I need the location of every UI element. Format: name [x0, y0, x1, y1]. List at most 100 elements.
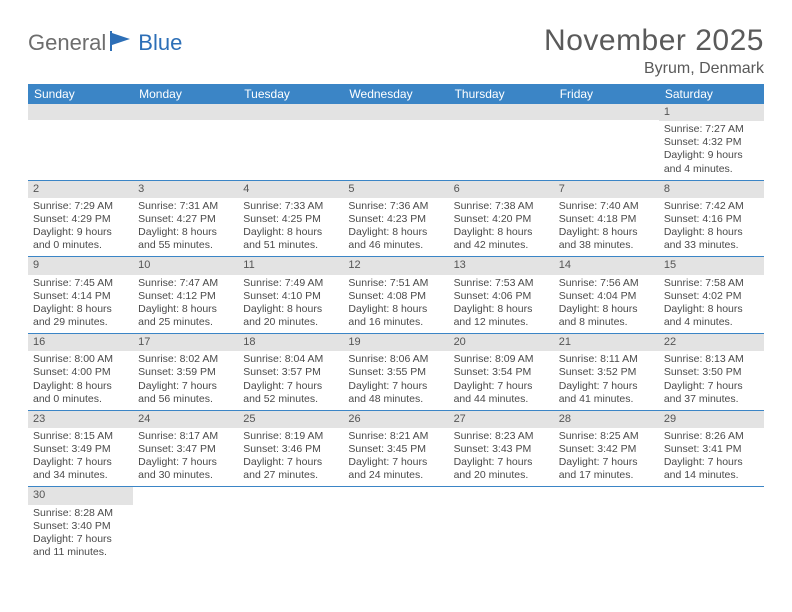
- day-sr: Sunrise: 8:26 AM: [664, 430, 759, 443]
- day-ss: Sunset: 4:32 PM: [664, 136, 759, 149]
- col-wednesday: Wednesday: [343, 84, 448, 104]
- day-d1: Daylight: 7 hours: [559, 456, 654, 469]
- day-details: Sunrise: 8:06 AMSunset: 3:55 PMDaylight:…: [343, 351, 448, 410]
- day-details: Sunrise: 8:11 AMSunset: 3:52 PMDaylight:…: [554, 351, 659, 410]
- day-sr: Sunrise: 7:29 AM: [33, 200, 128, 213]
- day-sr: Sunrise: 7:27 AM: [664, 123, 759, 136]
- day-d1: Daylight: 8 hours: [454, 303, 549, 316]
- calendar-day-cell: 17Sunrise: 8:02 AMSunset: 3:59 PMDayligh…: [133, 334, 238, 411]
- day-sr: Sunrise: 8:19 AM: [243, 430, 338, 443]
- day-details: Sunrise: 8:25 AMSunset: 3:42 PMDaylight:…: [554, 428, 659, 487]
- day-details: Sunrise: 7:58 AMSunset: 4:02 PMDaylight:…: [659, 275, 764, 334]
- day-d1: Daylight: 7 hours: [454, 456, 549, 469]
- day-ss: Sunset: 3:42 PM: [559, 443, 654, 456]
- day-number: 30: [28, 487, 133, 504]
- calendar-day-cell: 3Sunrise: 7:31 AMSunset: 4:27 PMDaylight…: [133, 180, 238, 257]
- day-number: 20: [449, 334, 554, 351]
- day-d2: and 0 minutes.: [33, 239, 128, 252]
- calendar-day-cell: 4Sunrise: 7:33 AMSunset: 4:25 PMDaylight…: [238, 180, 343, 257]
- day-d2: and 29 minutes.: [33, 316, 128, 329]
- day-details: Sunrise: 8:26 AMSunset: 3:41 PMDaylight:…: [659, 428, 764, 487]
- day-ss: Sunset: 4:23 PM: [348, 213, 443, 226]
- day-d1: Daylight: 8 hours: [138, 303, 233, 316]
- day-d2: and 25 minutes.: [138, 316, 233, 329]
- day-sr: Sunrise: 8:04 AM: [243, 353, 338, 366]
- day-details: Sunrise: 8:09 AMSunset: 3:54 PMDaylight:…: [449, 351, 554, 410]
- day-details: Sunrise: 7:45 AMSunset: 4:14 PMDaylight:…: [28, 275, 133, 334]
- day-details: Sunrise: 7:38 AMSunset: 4:20 PMDaylight:…: [449, 198, 554, 257]
- day-d1: Daylight: 8 hours: [348, 226, 443, 239]
- day-details: Sunrise: 8:23 AMSunset: 3:43 PMDaylight:…: [449, 428, 554, 487]
- empty-day-bar: [133, 104, 238, 120]
- calendar-day-cell: 2Sunrise: 7:29 AMSunset: 4:29 PMDaylight…: [28, 180, 133, 257]
- day-d2: and 20 minutes.: [454, 469, 549, 482]
- day-d2: and 8 minutes.: [559, 316, 654, 329]
- day-sr: Sunrise: 8:28 AM: [33, 507, 128, 520]
- day-ss: Sunset: 4:25 PM: [243, 213, 338, 226]
- day-d1: Daylight: 8 hours: [348, 303, 443, 316]
- day-number: 2: [28, 181, 133, 198]
- day-sr: Sunrise: 8:00 AM: [33, 353, 128, 366]
- day-sr: Sunrise: 8:17 AM: [138, 430, 233, 443]
- day-details: Sunrise: 8:00 AMSunset: 4:00 PMDaylight:…: [28, 351, 133, 410]
- day-d2: and 42 minutes.: [454, 239, 549, 252]
- day-d1: Daylight: 7 hours: [138, 456, 233, 469]
- calendar-day-cell: 1Sunrise: 7:27 AMSunset: 4:32 PMDaylight…: [659, 104, 764, 180]
- day-d2: and 51 minutes.: [243, 239, 338, 252]
- day-ss: Sunset: 3:50 PM: [664, 366, 759, 379]
- day-sr: Sunrise: 7:56 AM: [559, 277, 654, 290]
- day-d2: and 55 minutes.: [138, 239, 233, 252]
- day-ss: Sunset: 3:49 PM: [33, 443, 128, 456]
- day-details: Sunrise: 8:02 AMSunset: 3:59 PMDaylight:…: [133, 351, 238, 410]
- day-d1: Daylight: 8 hours: [138, 226, 233, 239]
- calendar-week-row: 1Sunrise: 7:27 AMSunset: 4:32 PMDaylight…: [28, 104, 764, 180]
- day-number: 16: [28, 334, 133, 351]
- day-sr: Sunrise: 8:21 AM: [348, 430, 443, 443]
- day-sr: Sunrise: 7:42 AM: [664, 200, 759, 213]
- day-details: Sunrise: 7:51 AMSunset: 4:08 PMDaylight:…: [343, 275, 448, 334]
- day-d1: Daylight: 8 hours: [559, 303, 654, 316]
- day-ss: Sunset: 4:04 PM: [559, 290, 654, 303]
- day-d1: Daylight: 7 hours: [243, 380, 338, 393]
- day-d1: Daylight: 7 hours: [559, 380, 654, 393]
- day-sr: Sunrise: 8:09 AM: [454, 353, 549, 366]
- empty-day-bar: [449, 104, 554, 120]
- col-thursday: Thursday: [449, 84, 554, 104]
- day-number: 26: [343, 411, 448, 428]
- day-d1: Daylight: 8 hours: [33, 303, 128, 316]
- calendar-day-cell: [238, 104, 343, 180]
- day-sr: Sunrise: 8:02 AM: [138, 353, 233, 366]
- day-number: 24: [133, 411, 238, 428]
- day-number: 28: [554, 411, 659, 428]
- day-sr: Sunrise: 7:49 AM: [243, 277, 338, 290]
- day-details: Sunrise: 7:29 AMSunset: 4:29 PMDaylight:…: [28, 198, 133, 257]
- logo-text-general: General: [28, 30, 106, 56]
- day-number: 18: [238, 334, 343, 351]
- day-d2: and 56 minutes.: [138, 393, 233, 406]
- day-sr: Sunrise: 7:45 AM: [33, 277, 128, 290]
- day-d2: and 16 minutes.: [348, 316, 443, 329]
- calendar-day-cell: [343, 104, 448, 180]
- col-monday: Monday: [133, 84, 238, 104]
- day-d2: and 37 minutes.: [664, 393, 759, 406]
- day-d2: and 52 minutes.: [243, 393, 338, 406]
- day-ss: Sunset: 4:02 PM: [664, 290, 759, 303]
- day-number: 22: [659, 334, 764, 351]
- day-ss: Sunset: 4:29 PM: [33, 213, 128, 226]
- title-block: November 2025 Byrum, Denmark: [544, 24, 764, 78]
- day-number: 12: [343, 257, 448, 274]
- calendar-day-cell: 24Sunrise: 8:17 AMSunset: 3:47 PMDayligh…: [133, 410, 238, 487]
- day-sr: Sunrise: 8:11 AM: [559, 353, 654, 366]
- calendar-day-cell: [554, 487, 659, 563]
- calendar-table: Sunday Monday Tuesday Wednesday Thursday…: [28, 84, 764, 563]
- day-ss: Sunset: 3:59 PM: [138, 366, 233, 379]
- day-d2: and 14 minutes.: [664, 469, 759, 482]
- day-ss: Sunset: 4:18 PM: [559, 213, 654, 226]
- day-number: 29: [659, 411, 764, 428]
- empty-day-bar: [238, 104, 343, 120]
- day-d1: Daylight: 7 hours: [664, 380, 759, 393]
- day-d1: Daylight: 9 hours: [33, 226, 128, 239]
- day-details: Sunrise: 8:21 AMSunset: 3:45 PMDaylight:…: [343, 428, 448, 487]
- day-d2: and 38 minutes.: [559, 239, 654, 252]
- calendar-day-cell: 12Sunrise: 7:51 AMSunset: 4:08 PMDayligh…: [343, 257, 448, 334]
